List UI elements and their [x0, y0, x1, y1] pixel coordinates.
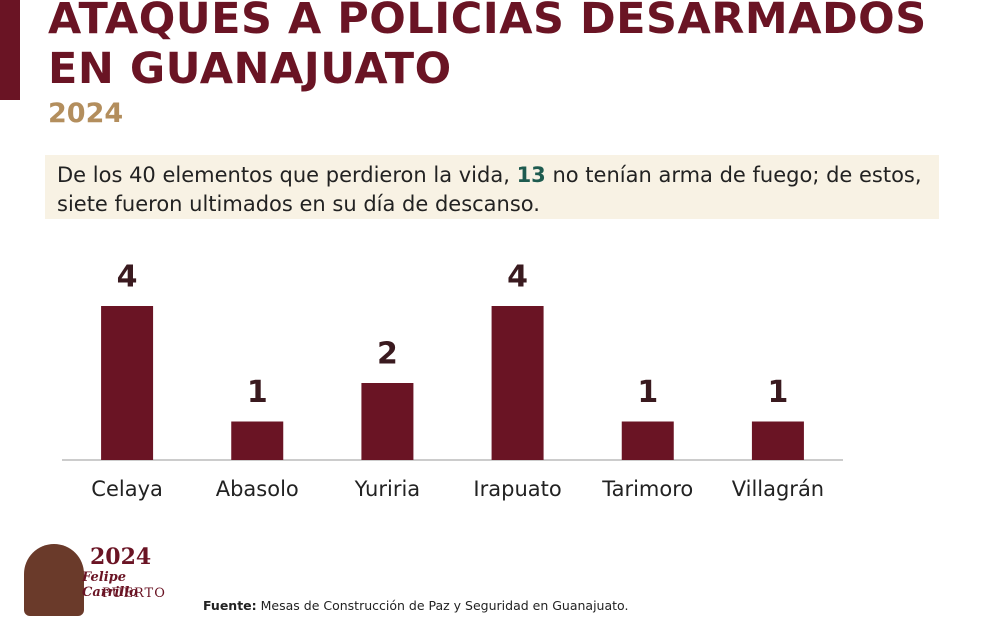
note-highlight: 13	[516, 163, 546, 187]
bar	[101, 306, 154, 460]
title-line: EN GUANAJUATO	[48, 44, 452, 94]
title: ATAQUES A POLICÍAS DESARMADOS EN GUANAJU…	[48, 0, 927, 94]
x-tick-label: Villagrán	[732, 477, 824, 501]
x-tick-label: Celaya	[91, 477, 163, 501]
x-tick-label: Abasolo	[216, 477, 299, 501]
accent-bar	[0, 0, 20, 100]
value-label: 1	[247, 375, 268, 410]
value-label: 1	[767, 375, 788, 410]
source: Fuente: Mesas de Construcción de Paz y S…	[203, 598, 628, 613]
bar	[231, 421, 284, 460]
source-text: Mesas de Construcción de Paz y Seguridad…	[260, 598, 629, 613]
note: De los 40 elementos que perdieron la vid…	[45, 155, 939, 219]
x-tick-label: Tarimoro	[601, 477, 693, 501]
logo-year: 2024	[90, 544, 152, 570]
bar	[491, 306, 544, 460]
bar	[751, 421, 804, 460]
value-label: 4	[117, 260, 138, 295]
x-tick-label: Irapuato	[473, 477, 561, 501]
portrait	[24, 544, 84, 616]
logo-place: PUERTO	[102, 586, 166, 601]
note-text: De los 40 elementos que perdieron la vid…	[57, 163, 517, 187]
value-label: 4	[507, 260, 528, 295]
title-line: ATAQUES A POLICÍAS DESARMADOS	[48, 0, 927, 44]
value-label: 2	[377, 337, 398, 372]
bar	[621, 421, 674, 460]
logo: 2024 Felipe Carrillo PUERTO	[20, 540, 180, 618]
subtitle: 2024	[48, 98, 124, 129]
logo-name: Felipe Carrillo	[82, 570, 138, 600]
value-label: 1	[637, 375, 658, 410]
note-text: no tenían arma de fuego; de estos, siete…	[57, 163, 922, 216]
x-tick-label: Yuriria	[354, 477, 421, 501]
source-label: Fuente:	[203, 598, 257, 613]
bar	[361, 383, 414, 460]
